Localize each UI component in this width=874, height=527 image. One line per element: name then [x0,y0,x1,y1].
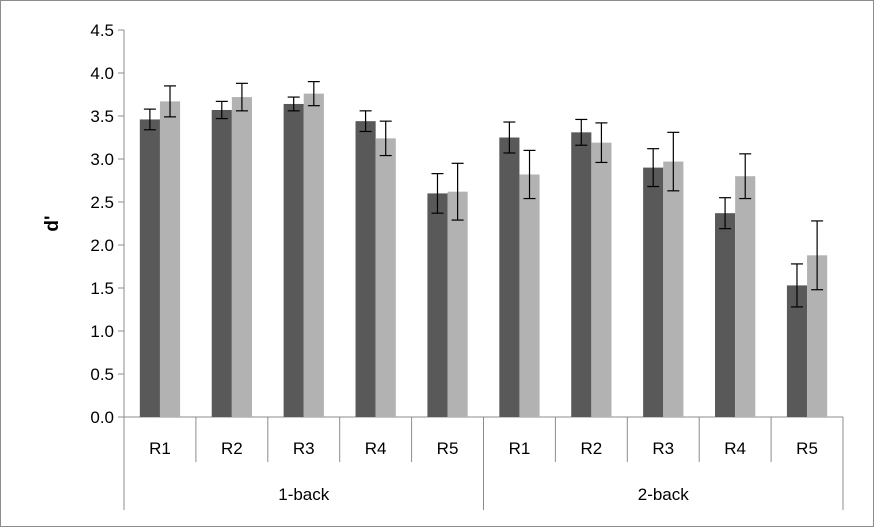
bar [735,176,756,417]
y-tick-label: 4.5 [90,21,114,40]
bar [375,138,396,418]
x-group-label: 1-back [278,485,330,504]
y-tick-label: 1.5 [90,279,114,298]
bar [663,161,684,417]
bar [807,255,828,417]
x-category-label: R5 [437,439,459,458]
x-category-label: R4 [724,439,746,458]
x-category-label: R1 [149,439,171,458]
bar [499,137,520,417]
x-group-label: 2-back [638,485,690,504]
bar [571,132,592,417]
x-category-label: R5 [796,439,818,458]
bar [643,167,664,417]
bar [139,119,160,417]
y-tick-label: 2.5 [90,193,114,212]
bar [591,142,612,417]
bar [231,97,252,417]
y-tick-label: 3.5 [90,107,114,126]
bar [159,101,181,417]
x-category-label: R3 [652,439,674,458]
y-axis-title: d' [42,215,63,231]
x-category-label: R4 [365,439,387,458]
bar [283,103,304,418]
x-category-label: R2 [221,439,243,458]
x-category-label: R2 [580,439,602,458]
y-tick-label: 2.0 [90,236,114,255]
bar [786,285,808,417]
bar [427,193,448,417]
y-tick-label: 0.0 [90,408,114,427]
bar [447,191,468,417]
bar [211,109,232,417]
x-category-label: R1 [509,439,531,458]
bar [303,93,324,417]
x-category-label: R3 [293,439,315,458]
bar [715,213,736,417]
y-tick-label: 0.5 [90,365,114,384]
y-tick-label: 1.0 [90,322,114,341]
bar [355,121,376,417]
bar [519,174,540,417]
y-tick-label: 4.0 [90,64,114,83]
y-tick-label: 3.0 [90,150,114,169]
